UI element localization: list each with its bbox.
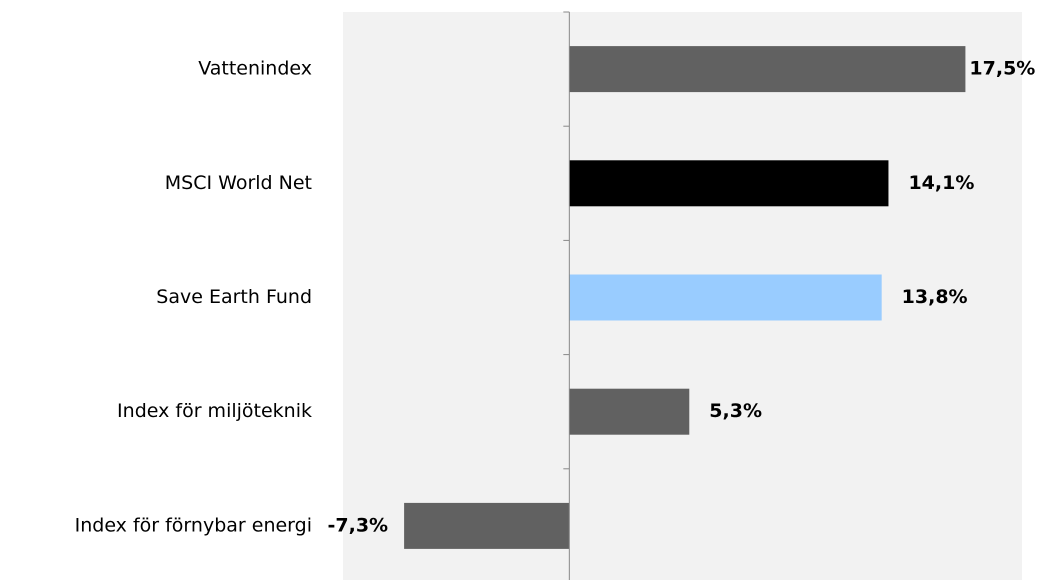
value-label: 5,3% <box>709 400 762 422</box>
value-label: 13,8% <box>902 286 968 308</box>
bar <box>404 502 570 549</box>
value-label: 14,1% <box>908 172 974 194</box>
category-label: MSCI World Net <box>165 172 312 194</box>
bar <box>569 160 889 207</box>
category-label: Index för förnybar energi <box>75 514 312 536</box>
bar <box>569 46 966 93</box>
category-label: Vattenindex <box>198 58 312 80</box>
category-label: Save Earth Fund <box>156 286 312 308</box>
bar <box>569 274 882 321</box>
value-label: -7,3% <box>328 514 389 536</box>
value-label: 17,5% <box>969 58 1035 80</box>
category-label: Index för miljöteknik <box>117 400 312 422</box>
bar <box>569 388 690 435</box>
